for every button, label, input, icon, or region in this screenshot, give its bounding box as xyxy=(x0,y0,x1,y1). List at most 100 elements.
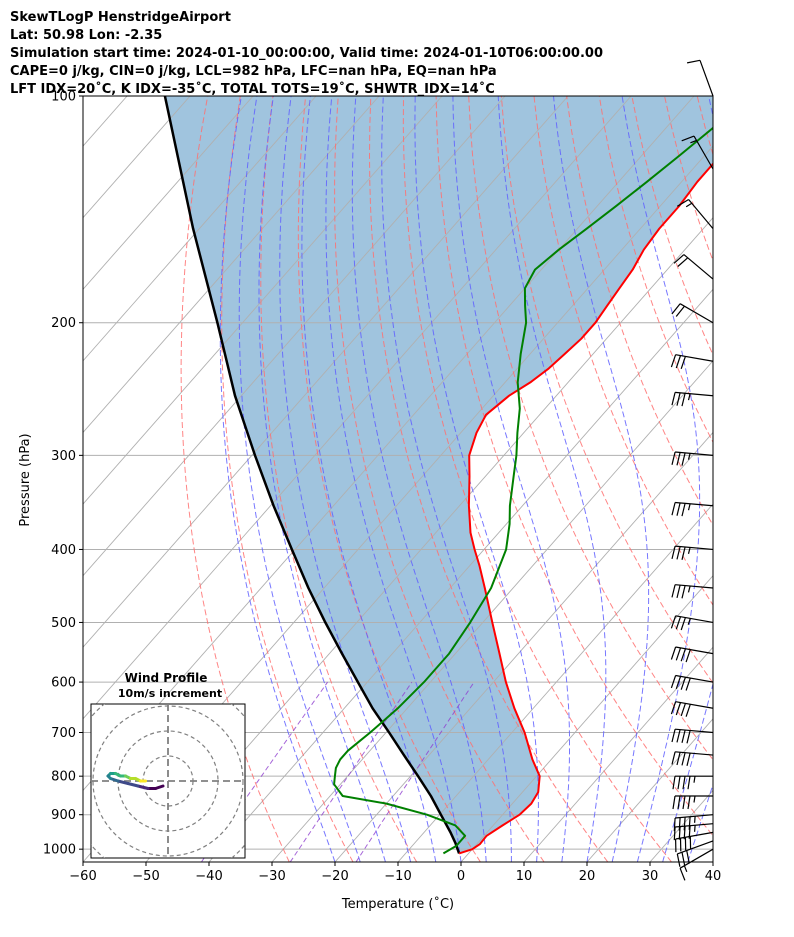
wind-barb-full xyxy=(676,752,681,766)
wind-barb-full xyxy=(676,392,681,406)
wind-barb xyxy=(671,545,714,560)
moist-adiabat xyxy=(621,96,701,862)
x-tick-label: 30 xyxy=(642,869,659,884)
wind-barb-full xyxy=(670,354,677,368)
wind-barb-full xyxy=(686,850,690,864)
isotherm-line xyxy=(397,503,713,862)
wind-barb-full xyxy=(671,392,676,406)
dry-adiabat xyxy=(180,96,290,862)
wind-barb-half xyxy=(693,795,696,803)
isotherm-line xyxy=(83,96,317,362)
wind-barb xyxy=(673,254,714,280)
wind-barb-half xyxy=(687,547,691,554)
x-tick-label: −50 xyxy=(132,869,159,884)
chart-title-block: SkewTLogP HenstridgeAirport Lat: 50.98 L… xyxy=(10,9,603,99)
x-tick-label: −20 xyxy=(321,869,348,884)
wind-barb-full xyxy=(676,502,681,516)
wind-barb-staff xyxy=(675,823,714,828)
wind-barb-full xyxy=(678,817,681,831)
wind-barb-full xyxy=(679,867,686,881)
isotherm-line xyxy=(83,96,254,290)
wind-barb xyxy=(670,354,714,369)
wind-barb-full xyxy=(671,451,676,465)
moist-adiabat xyxy=(238,96,361,862)
dry-adiabat xyxy=(334,96,545,862)
chart-title-line-3: Simulation start time: 2024-01-10_00:00:… xyxy=(10,46,603,61)
wind-barb-full xyxy=(687,795,691,810)
wind-barb xyxy=(671,584,714,599)
wind-barb xyxy=(671,451,714,466)
dry-adiabat xyxy=(533,96,713,606)
axis-ticks: −60 −50 −40 −30 −20 −10 0 10 20 30 40 100 200 300 400 5… xyxy=(43,90,721,885)
y-tick-label: 900 xyxy=(51,808,76,823)
y-tick-label: 300 xyxy=(51,449,76,464)
wind-barb-full xyxy=(682,776,686,790)
profile-series-layer xyxy=(163,96,713,855)
wind-barb-full xyxy=(681,852,686,866)
wind-barb xyxy=(670,701,714,717)
y-tick-label: 600 xyxy=(51,676,76,691)
wind-barb xyxy=(673,814,714,832)
wind-barb-staff xyxy=(675,391,714,397)
dry-adiabat xyxy=(598,96,713,444)
isotherm-line xyxy=(334,431,713,862)
wind-barb-full xyxy=(677,257,689,267)
chart-title-line-5: LFT IDX=20˚C, K IDX=-35˚C, TOTAL TOTS=19… xyxy=(10,82,495,97)
wind-barb-full xyxy=(675,305,685,317)
wind-barb-full xyxy=(671,584,676,598)
wind-barb-full xyxy=(688,816,691,830)
wind-barb xyxy=(670,615,714,631)
wind-barb-half xyxy=(687,585,691,593)
wind-barb xyxy=(670,674,714,691)
dry-adiabat xyxy=(468,96,713,761)
wind-barb-full xyxy=(676,546,681,560)
wind-barb-full xyxy=(676,452,681,466)
wind-barb-full xyxy=(676,729,681,743)
isotherm-line xyxy=(83,96,443,505)
wind-barb-staff xyxy=(693,135,714,170)
wind-barb-staff xyxy=(675,831,714,840)
dry-adiabat xyxy=(368,96,609,862)
wind-barb-half xyxy=(683,865,688,873)
wind-barb-full xyxy=(681,546,686,560)
wind-barb-staff xyxy=(679,303,714,324)
wind-barb-full xyxy=(676,853,681,867)
wind-barb-full xyxy=(680,356,686,369)
chart-title-line-2: Lat: 50.98 Lon: -2.35 xyxy=(10,28,163,43)
wind-barb-staff xyxy=(675,501,714,507)
moist-adiabat xyxy=(279,96,412,862)
wind-barb-full xyxy=(671,751,676,765)
y-tick-label: 100 xyxy=(51,90,76,105)
wind-barb xyxy=(672,775,714,790)
cape-fill-layer xyxy=(164,96,713,853)
wind-barb-full xyxy=(673,254,685,264)
wind-barb-staff xyxy=(688,199,714,230)
wind-barb-full xyxy=(681,752,686,766)
wind-barb-half xyxy=(687,393,691,401)
x-axis-label: Temperature (˚C) xyxy=(341,896,454,912)
wind-barb xyxy=(671,303,714,324)
wind-barb-half xyxy=(687,503,691,511)
hodograph-inset: Wind Profile 10m/s increment xyxy=(90,671,246,859)
x-tick-label: 40 xyxy=(705,869,722,884)
x-tick-label: 10 xyxy=(516,869,533,884)
cape-cin-fill xyxy=(164,96,713,853)
hodograph-segment xyxy=(136,784,150,790)
isotherm-line xyxy=(83,96,380,434)
dry-adiabat xyxy=(762,96,794,862)
dry-adiabat xyxy=(435,96,713,837)
isotherm-line xyxy=(586,718,713,862)
wind-barb-full xyxy=(677,776,681,790)
wind-barb xyxy=(681,135,714,170)
wind-barb-staff xyxy=(675,354,714,362)
wind-barb-half xyxy=(690,139,697,144)
isotherm-line xyxy=(83,96,569,648)
wind-barb xyxy=(672,795,714,810)
wind-barb xyxy=(679,848,714,881)
inset-title-line-2: 10m/s increment xyxy=(118,687,222,700)
dry-adiabat xyxy=(500,96,713,684)
inset-title-line-1: Wind Profile xyxy=(125,671,208,685)
wind-barb-full xyxy=(670,646,677,660)
wind-barb-staff xyxy=(679,848,714,869)
